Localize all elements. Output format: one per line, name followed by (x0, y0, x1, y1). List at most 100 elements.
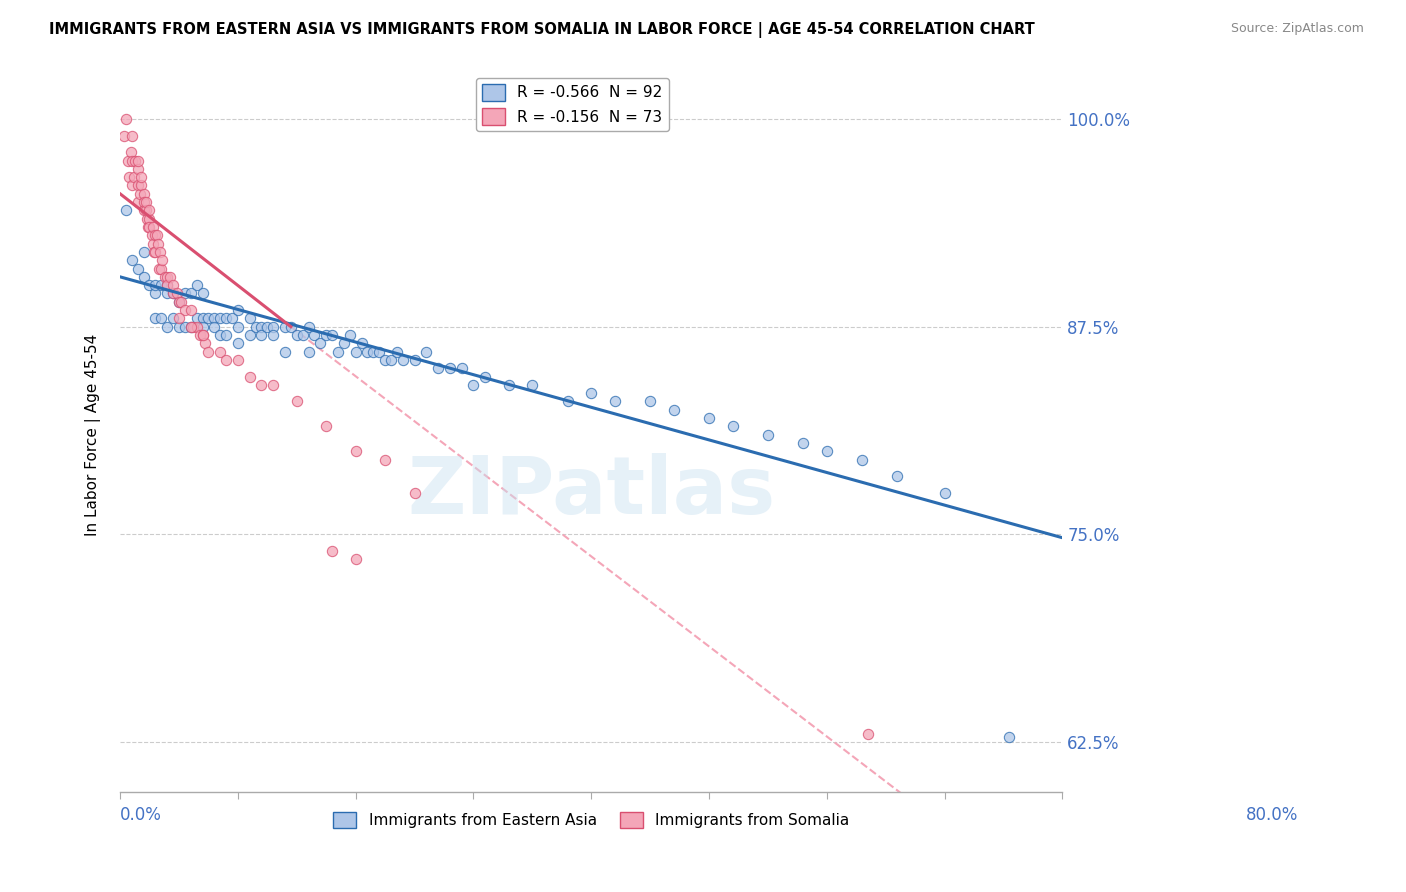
Point (209, 311, 232, 326)
Point (167, 294, 190, 309)
Point (167, 319, 190, 334)
Point (321, 328, 343, 343)
Point (159, 269, 181, 284)
Point (118, 170, 141, 185)
Point (404, 486, 426, 500)
Point (385, 344, 408, 359)
Point (132, 186, 155, 201)
Point (662, 402, 685, 417)
Point (186, 311, 208, 326)
Point (309, 336, 332, 351)
Point (129, 186, 152, 201)
Text: 0.0%: 0.0% (120, 806, 162, 824)
Point (350, 336, 373, 351)
Point (162, 286, 184, 301)
Point (162, 311, 184, 326)
Point (145, 311, 167, 326)
Point (603, 394, 626, 409)
Point (202, 319, 225, 334)
Point (156, 269, 179, 284)
Point (127, 153, 149, 168)
Point (215, 328, 238, 343)
Point (141, 228, 163, 243)
Point (127, 195, 149, 210)
Point (326, 344, 349, 359)
Point (194, 336, 217, 351)
Point (197, 311, 219, 326)
Point (209, 344, 232, 359)
Point (197, 344, 219, 359)
Point (851, 452, 873, 467)
Point (374, 353, 396, 368)
Point (156, 278, 179, 293)
Point (145, 286, 167, 301)
Point (291, 328, 314, 343)
Point (191, 319, 214, 334)
Point (136, 219, 159, 234)
Point (156, 286, 179, 301)
Point (262, 319, 284, 334)
Point (250, 328, 273, 343)
Point (191, 328, 214, 343)
Point (146, 236, 169, 251)
Point (150, 278, 173, 293)
Point (145, 278, 167, 293)
Point (250, 377, 273, 392)
Point (245, 319, 267, 334)
Point (145, 244, 167, 259)
Point (697, 411, 720, 425)
Point (191, 328, 214, 343)
Point (132, 269, 155, 284)
Point (404, 353, 426, 368)
Point (463, 377, 485, 392)
Point (380, 353, 402, 368)
Point (226, 353, 249, 368)
Point (120, 145, 142, 160)
Point (121, 153, 143, 168)
Point (427, 361, 450, 376)
Point (638, 394, 661, 409)
Point (304, 328, 326, 343)
Point (129, 170, 152, 185)
Point (145, 228, 167, 243)
Point (333, 336, 356, 351)
Point (153, 269, 176, 284)
Text: ZIPatlas: ZIPatlas (408, 453, 775, 531)
Point (115, 112, 138, 126)
Point (315, 419, 337, 434)
Point (215, 353, 238, 368)
Point (181, 319, 204, 334)
Point (142, 219, 165, 234)
Point (239, 328, 262, 343)
Point (315, 328, 337, 343)
Point (856, 727, 879, 741)
Point (221, 311, 243, 326)
Point (121, 178, 143, 193)
Point (285, 394, 308, 409)
Point (557, 394, 579, 409)
Point (115, 203, 138, 218)
Point (180, 319, 202, 334)
Point (121, 253, 143, 268)
Point (579, 386, 602, 401)
Point (522, 377, 544, 392)
Point (127, 161, 149, 176)
Point (152, 253, 174, 268)
Point (170, 294, 193, 309)
Point (124, 153, 146, 168)
Point (815, 444, 838, 458)
Point (138, 278, 160, 293)
Point (191, 311, 214, 326)
Point (374, 452, 396, 467)
Legend: Immigrants from Eastern Asia, Immigrants from Somalia: Immigrants from Eastern Asia, Immigrants… (328, 805, 855, 834)
Point (250, 319, 273, 334)
Point (173, 286, 195, 301)
Point (474, 369, 496, 384)
Point (117, 153, 139, 168)
Point (186, 278, 208, 293)
Point (274, 344, 297, 359)
Point (127, 261, 149, 276)
Point (209, 328, 232, 343)
Point (142, 236, 165, 251)
Point (150, 311, 173, 326)
